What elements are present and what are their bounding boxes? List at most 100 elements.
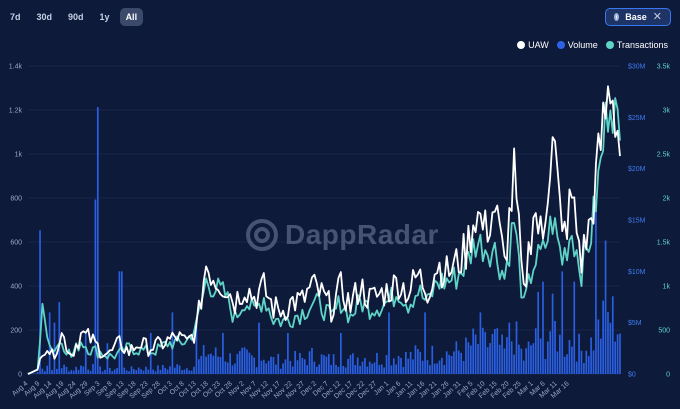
volume-bar <box>294 350 296 374</box>
volume-bar <box>39 230 41 374</box>
legend-volume[interactable]: Volume <box>556 40 598 50</box>
volume-bar <box>56 368 58 374</box>
volume-bar <box>284 359 287 374</box>
volume-bar <box>474 334 477 374</box>
volume-bar <box>491 333 494 374</box>
volume-bar <box>243 347 246 374</box>
volume-bar <box>479 312 482 374</box>
volume-bar <box>200 355 203 374</box>
volume-bar <box>532 343 535 374</box>
volume-bar <box>409 351 412 374</box>
legend-volume-label: Volume <box>567 40 598 50</box>
volume-bar <box>130 366 133 374</box>
volume-bar <box>207 354 210 374</box>
y-axis-transactions-tick: 3k <box>663 108 671 115</box>
volume-bar <box>89 370 92 374</box>
volume-bar <box>578 333 580 374</box>
volume-bar <box>378 365 381 374</box>
volume-bar <box>518 344 520 374</box>
volume-bar <box>308 351 311 374</box>
volume-bar <box>241 347 244 374</box>
volume-bar <box>82 366 85 374</box>
volume-bar <box>214 347 217 374</box>
volume-bar <box>376 352 378 374</box>
y-axis-left-tick: 1.2k <box>9 108 23 115</box>
volume-bar <box>356 357 359 374</box>
volume-bar <box>159 369 162 374</box>
range-7d-button[interactable]: 7d <box>10 12 21 22</box>
volume-bar <box>467 342 470 374</box>
volume-bar <box>301 357 304 374</box>
volume-bar <box>414 345 417 374</box>
y-axis-left-tick: 800 <box>10 196 22 203</box>
volume-bar <box>267 360 270 374</box>
volume-bar <box>287 332 289 374</box>
y-axis-left-tick: 1k <box>15 152 23 159</box>
volume-bar <box>135 370 138 374</box>
volume-bar <box>166 369 169 374</box>
y-axis-left-tick: 1.4k <box>9 64 23 71</box>
volume-bar <box>554 320 556 374</box>
volume-bar <box>614 341 617 374</box>
volume-bar <box>426 360 429 374</box>
volume-bar <box>354 365 357 374</box>
volume-bar <box>404 351 407 374</box>
legend-uaw[interactable]: UAW <box>517 40 549 50</box>
volume-bar <box>258 322 260 374</box>
volume-bar <box>337 366 340 374</box>
close-icon[interactable]: ✕ <box>652 10 662 23</box>
volume-bar <box>571 346 573 374</box>
volume-bar <box>510 341 513 374</box>
volume-bar <box>556 351 559 374</box>
volume-bar <box>332 354 335 374</box>
volume-bar <box>453 351 455 374</box>
volume-bar <box>417 349 419 374</box>
volume-bar <box>580 350 583 374</box>
legend-transactions[interactable]: Transactions <box>605 40 668 50</box>
range-30d-button[interactable]: 30d <box>36 12 53 22</box>
volume-bar <box>501 334 503 374</box>
uaw-line <box>27 85 621 375</box>
volume-bar <box>53 322 56 374</box>
transactions-line <box>27 97 621 375</box>
volume-bar <box>219 357 222 374</box>
y-axis-transactions-tick: 1.5k <box>657 240 671 247</box>
volume-bar <box>392 358 395 374</box>
y-axis-volume-tick: $30M <box>628 64 646 71</box>
volume-bar <box>395 364 398 374</box>
range-1y-button[interactable]: 1y <box>99 12 110 22</box>
volume-bar <box>438 360 441 374</box>
volume-bar <box>210 353 212 374</box>
volume-bar <box>486 347 489 374</box>
volume-bar <box>496 328 499 374</box>
time-range-selector: 7d 30d 90d 1y All <box>4 8 144 26</box>
volume-bar <box>152 369 154 374</box>
volume-bar <box>181 370 183 374</box>
y-axis-volume-tick: $15M <box>628 218 646 225</box>
volume-bar <box>462 360 465 374</box>
volume-bar <box>549 331 552 374</box>
volume-bar <box>176 364 179 374</box>
volume-bar <box>347 358 349 374</box>
volume-bar <box>503 348 506 374</box>
y-axis-volume-tick: $25M <box>628 115 646 122</box>
y-axis-volume-tick: $0 <box>628 372 636 379</box>
volume-bar <box>506 337 508 374</box>
range-90d-button[interactable]: 90d <box>68 12 84 22</box>
volume-bar <box>205 356 207 374</box>
y-axis-transactions-tick: 500 <box>658 328 670 335</box>
volume-bar <box>60 368 63 374</box>
range-all-button[interactable]: All <box>119 8 144 26</box>
volume-bar <box>566 354 568 374</box>
volume-bar <box>590 337 592 374</box>
volume-bar <box>424 312 426 374</box>
y-axis-transactions-tick: 0 <box>666 372 670 379</box>
volume-bar <box>559 334 561 374</box>
chain-filter-chip[interactable]: Base ✕ <box>605 8 671 26</box>
volume-bar <box>123 367 126 374</box>
volume-bar <box>145 366 147 374</box>
volume-bar <box>202 345 205 374</box>
volume-bar <box>108 367 111 374</box>
volume-bar <box>477 344 479 374</box>
volume-bar <box>306 365 308 374</box>
